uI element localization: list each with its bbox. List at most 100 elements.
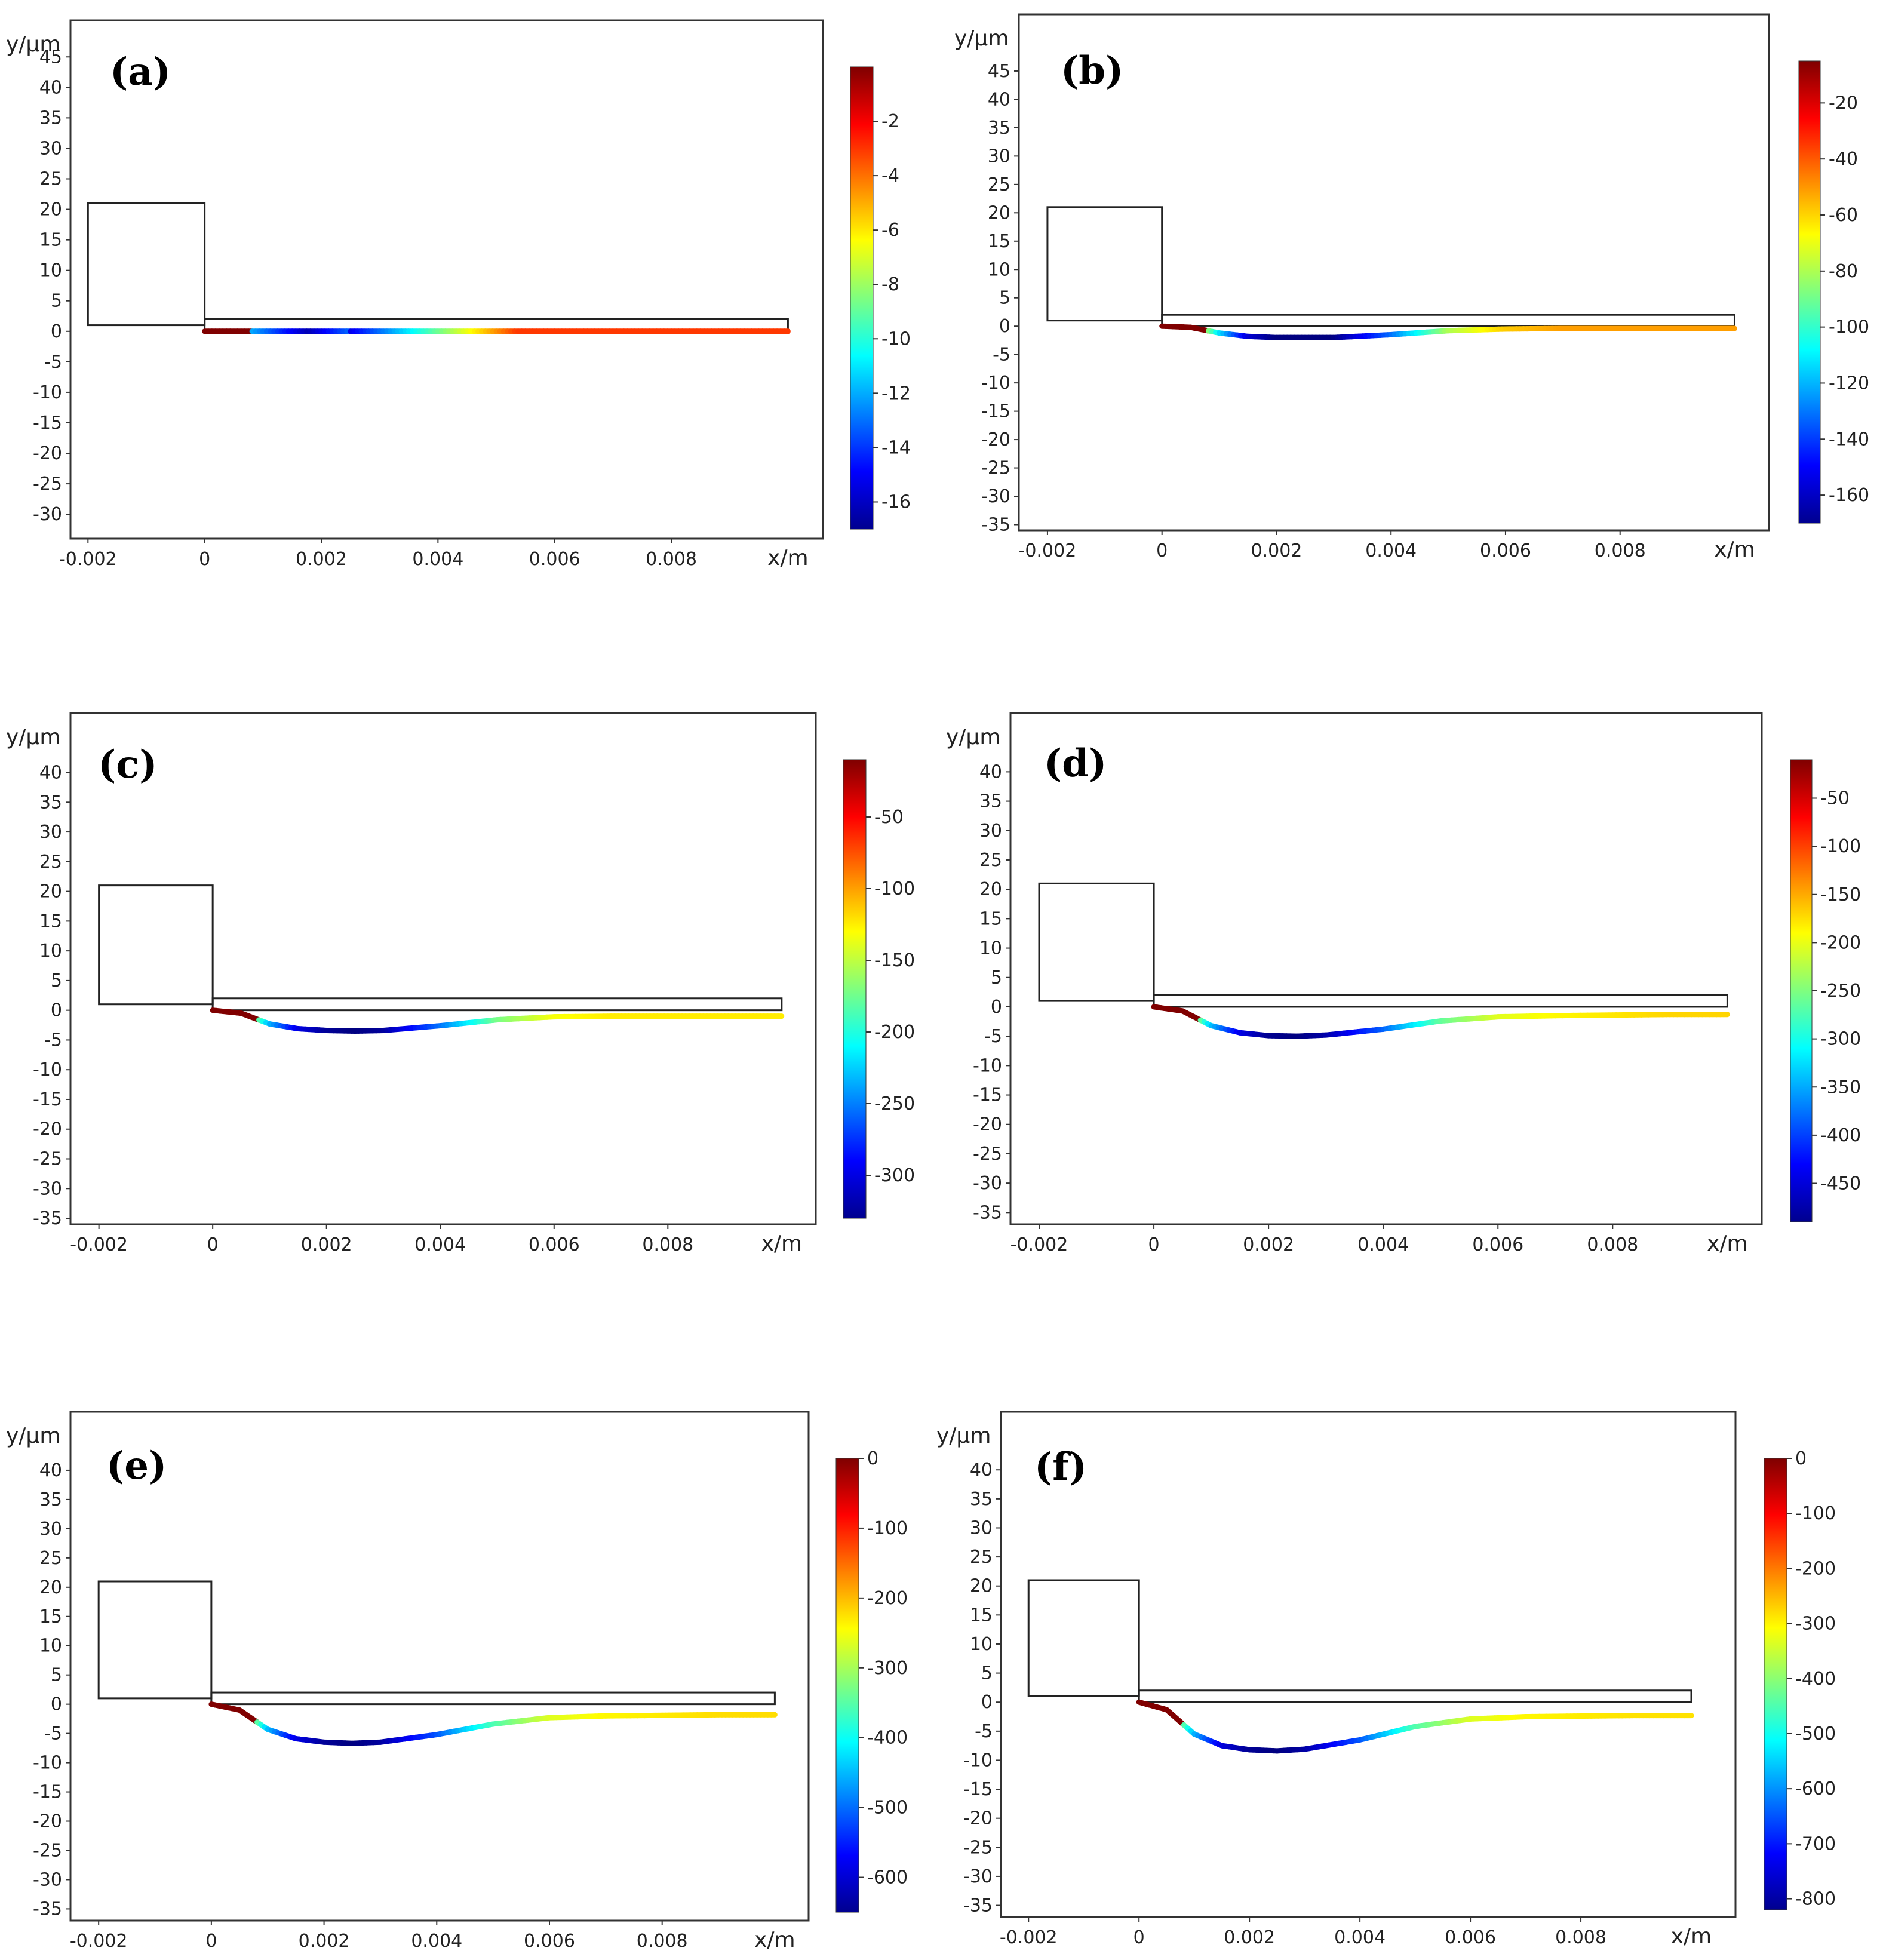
panel-label: (d) (1044, 741, 1107, 786)
y-tick-label: -30 (33, 1178, 62, 1199)
panel-label: (c) (98, 742, 158, 787)
plot-frame (1018, 13, 1770, 532)
x-tick-label: -0.002 (1010, 1234, 1068, 1255)
colorbar-tick-label: -40 (1829, 149, 1858, 170)
panel-label: (e) (106, 1443, 167, 1488)
y-tick-label: -5 (44, 1724, 62, 1744)
plot-frame (1009, 712, 1763, 1225)
y-tick-label: 10 (39, 260, 62, 281)
colorbar-tick-label: -150 (874, 950, 915, 971)
y-tick-label: -20 (981, 429, 1010, 450)
y-tick-label: 5 (51, 1665, 62, 1686)
colorbar (1764, 1458, 1787, 1910)
y-tick-label: 45 (988, 61, 1010, 82)
y-tick-label: 30 (39, 1519, 62, 1540)
x-tick-label: 0.002 (301, 1234, 352, 1255)
y-tick-label: -10 (33, 1753, 62, 1774)
colorbar-tick-label: -700 (1795, 1833, 1836, 1854)
y-tick-label: -35 (33, 1208, 62, 1229)
colorbar-tick-label: -160 (1829, 485, 1869, 506)
colorbar-tick-label: -60 (1829, 205, 1858, 226)
colorbar-tick-label: -400 (867, 1728, 908, 1749)
deflection-curve (1136, 1699, 1694, 1754)
y-tick-label: -15 (963, 1779, 993, 1800)
x-tick-label: -0.002 (70, 1234, 128, 1255)
y-tick-label: -30 (973, 1173, 1002, 1194)
x-tick-label: 0 (205, 1931, 217, 1952)
y-tick-label: 20 (39, 199, 62, 220)
x-axis-label: x/m (1671, 1924, 1712, 1949)
y-tick-label: 5 (981, 1663, 993, 1684)
panel-c: 40 35 30 25 20 15 10 5 0 -5 -10 -15 -20 -25 -30 -35 y/μm… (6, 712, 915, 1256)
y-tick-label: 40 (39, 763, 62, 784)
y-tick-label: -30 (981, 486, 1010, 507)
y-tick-label: 5 (51, 291, 62, 312)
y-tick-label: -10 (33, 382, 62, 403)
colorbar-tick-label: -120 (1829, 373, 1869, 394)
x-tick-label: 0 (1156, 540, 1168, 561)
x-tick-label: 0 (207, 1234, 219, 1255)
y-tick-label: -20 (973, 1114, 1002, 1135)
y-tick-label: -15 (33, 413, 62, 434)
beam-outline (211, 997, 783, 1012)
x-tick-label: 0.008 (642, 1234, 693, 1255)
y-tick-label: -25 (33, 1149, 62, 1170)
y-tick-label: 20 (979, 879, 1002, 900)
x-tick-label: -0.002 (70, 1931, 128, 1952)
x-tick-label: 0.006 (1480, 540, 1531, 561)
y-tick-label: 15 (979, 908, 1002, 929)
y-tick-label: -20 (33, 443, 62, 464)
y-tick-label: -5 (44, 1030, 62, 1050)
y-tick-label: -25 (33, 474, 62, 494)
x-axis-label: x/m (1707, 1231, 1748, 1256)
colorbar-tick-label: -500 (1795, 1724, 1836, 1744)
x-tick-label: 0.006 (1472, 1234, 1523, 1255)
colorbar-tick-label: -14 (881, 437, 911, 458)
colorbar (835, 1458, 859, 1913)
x-tick-label: 0.008 (646, 549, 697, 570)
x-tick-label: -0.002 (1019, 540, 1077, 561)
y-tick-label: 40 (970, 1460, 993, 1480)
x-tick-label: 0.008 (1587, 1234, 1638, 1255)
y-tick-label: 10 (988, 259, 1010, 280)
y-tick-label: -15 (981, 401, 1010, 422)
plot-frame (69, 1411, 810, 1922)
colorbar-tick-label: 0 (1795, 1448, 1807, 1469)
y-tick-label: -10 (33, 1059, 62, 1080)
colorbar-tick-label: -300 (1820, 1029, 1861, 1050)
y-tick-label: 15 (39, 911, 62, 932)
plot-frame (1000, 1411, 1737, 1918)
y-tick-label: -5 (993, 345, 1010, 365)
y-tick-label: 0 (999, 316, 1010, 337)
colorbar (850, 66, 874, 530)
base-outline (1038, 882, 1155, 1002)
base-outline (1046, 206, 1163, 322)
y-tick-label: 15 (988, 231, 1010, 252)
y-axis-label: y/μm (954, 26, 1009, 51)
colorbar-tick-label: -100 (1829, 317, 1869, 338)
base-outline (97, 1580, 213, 1700)
y-tick-label: -5 (984, 1026, 1002, 1047)
y-tick-label: 15 (970, 1605, 993, 1626)
colorbar-tick-label: -12 (881, 383, 911, 404)
y-tick-label: -5 (44, 352, 62, 373)
y-tick-label: -30 (963, 1866, 993, 1887)
x-tick-label: 0.006 (1445, 1927, 1496, 1948)
y-tick-label: 45 (39, 47, 62, 67)
y-tick-label: -35 (33, 1898, 62, 1919)
y-tick-label: 35 (988, 118, 1010, 139)
x-tick-label: 0.002 (296, 549, 347, 570)
colorbar-tick-label: -100 (867, 1518, 908, 1539)
base-outline (1027, 1579, 1140, 1697)
y-tick-label: 0 (51, 1694, 62, 1715)
colorbar (1798, 60, 1821, 524)
y-tick-label: 30 (979, 821, 1002, 841)
colorbar-tick-label: -100 (874, 878, 915, 899)
y-tick-label: 5 (51, 970, 62, 991)
beam-outline (1161, 314, 1735, 327)
y-tick-label: 25 (39, 169, 62, 190)
y-tick-label: 40 (39, 1460, 62, 1481)
y-tick-label: 30 (39, 138, 62, 159)
colorbar-tick-label: -200 (1820, 932, 1861, 953)
